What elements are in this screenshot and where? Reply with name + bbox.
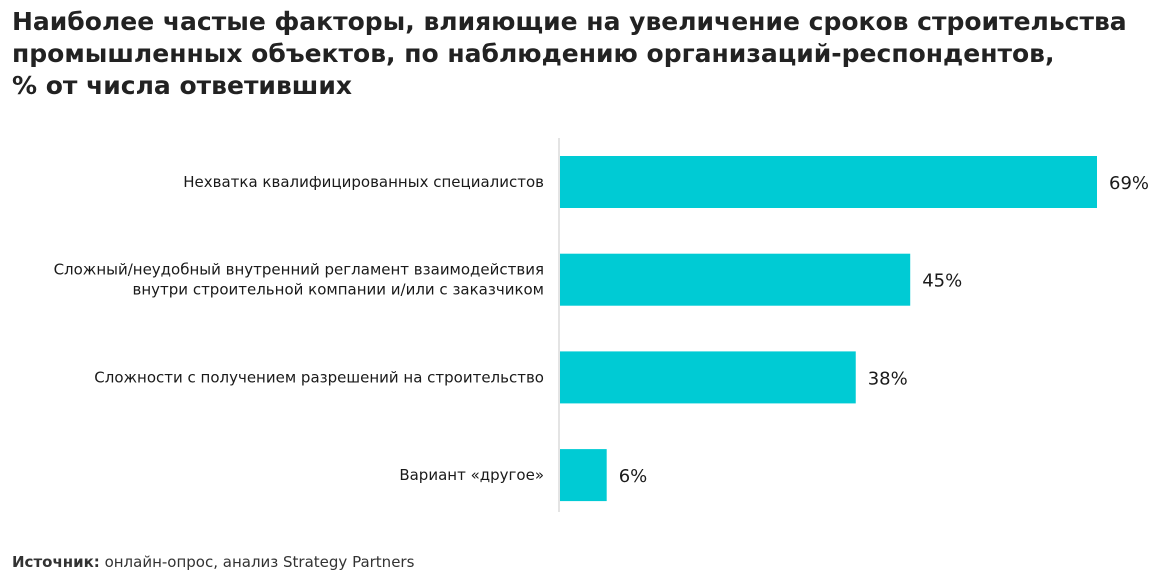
category-label-4: Вариант «другое»: [399, 466, 544, 484]
category-label-2-line-2: внутри строительной компании и/или с зак…: [133, 281, 544, 299]
value-label-2: 45%: [922, 271, 962, 292]
bar-3: [560, 351, 856, 404]
category-label-3-line-1: Сложности с получением разрешений на стр…: [94, 368, 544, 386]
bar-1: [560, 156, 1097, 208]
category-label-1-line-1: Нехватка квалифицированных специалистов: [183, 173, 544, 191]
value-label-1: 69%: [1109, 173, 1149, 194]
chart-title-line-3: % от числа ответивших: [12, 71, 352, 100]
value-label-3: 38%: [868, 368, 908, 389]
source-note: Источник: онлайн-опрос, анализ Strategy …: [12, 553, 414, 571]
category-label-4-line-1: Вариант «другое»: [399, 466, 544, 484]
category-label-3: Сложности с получением разрешений на стр…: [94, 368, 544, 386]
chart-title: Наиболее частые факторы, влияющие на уве…: [12, 6, 1132, 102]
bar-2: [560, 253, 911, 306]
category-label-2: Сложный/неудобный внутренний регламент в…: [54, 261, 544, 299]
category-label-1: Нехватка квалифицированных специалистов: [183, 173, 544, 191]
category-label-2-line-1: Сложный/неудобный внутренний регламент в…: [54, 261, 544, 279]
chart-title-line-1: Наиболее частые факторы, влияющие на уве…: [12, 7, 1127, 36]
source-text: онлайн-опрос, анализ Strategy Partners: [99, 553, 415, 571]
source-label: Источник:: [12, 553, 100, 571]
bar-4: [560, 449, 607, 502]
chart-title-line-2: промышленных объектов, по наблюдению орг…: [12, 39, 1055, 68]
value-label-4: 6%: [619, 466, 648, 487]
